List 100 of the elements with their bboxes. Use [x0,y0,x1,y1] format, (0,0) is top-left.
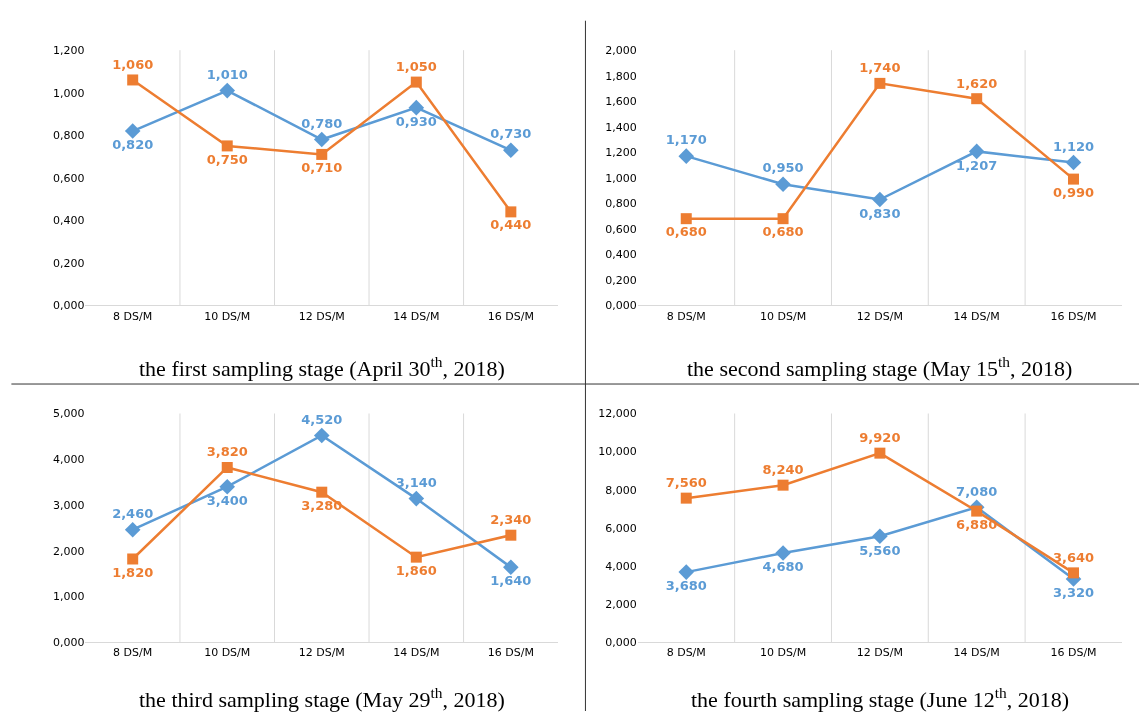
data-label: 0,680 [665,224,707,240]
point [313,427,330,444]
x-tick-label: 8 DS/M [113,646,153,660]
data-label: 1,640 [490,573,532,589]
point [874,447,886,459]
y-tick-label: 0,800 [52,129,85,143]
data-label: 0,710 [301,160,343,176]
data-label: 1,050 [395,58,437,74]
data-label: 1,170 [665,132,707,148]
point [221,140,233,152]
point [408,99,425,116]
x-tick-label: 14 DS/M [953,646,1000,660]
data-label: 5,560 [859,542,901,558]
point [503,142,519,158]
data-label: 1,820 [112,564,154,580]
point [316,486,328,498]
text: the first sampling stage (April 30$^{th}$, 2018) [139,353,505,382]
point [874,77,886,89]
y-tick-label: 0,800 [605,197,637,211]
data-label: 1,120 [1052,138,1095,154]
y-tick-label: 6,000 [605,521,637,535]
y-tick-label: 2,000 [52,544,85,558]
data-label: 3,320 [1052,585,1095,601]
data-label: 1,860 [395,562,437,578]
x-tick-label: 16 DS/M [487,646,534,660]
x-tick-label: 16 DS/M [1050,646,1097,660]
data-label: 0,730 [490,126,532,142]
x-tick-label: 14 DS/M [953,309,1000,323]
point [408,490,425,507]
data-label: 3,640 [1052,549,1095,565]
y-tick-label: 0,200 [605,273,637,287]
point [680,213,692,225]
point [678,148,695,164]
point [221,461,233,473]
text: the fourth sampling stage (June 12$^{th}$, 2018) [691,684,1069,713]
point [777,213,789,225]
x-tick-label: 14 DS/M [393,646,440,660]
data-label: 3,140 [395,474,437,490]
data-label: 7,560 [665,475,707,491]
data-label: 1,060 [112,56,154,72]
point [1065,154,1082,171]
y-tick-label: 2,000 [605,44,637,58]
point [505,529,517,541]
y-tick-label: 1,200 [605,146,637,160]
data-label: 0,680 [762,224,804,240]
data-label: 0,930 [395,113,437,129]
point [410,76,422,88]
data-label: 0,990 [1052,184,1095,200]
data-label: 8,240 [762,462,804,478]
point [775,545,791,561]
x-tick-label: 14 DS/M [393,309,440,323]
data-label: 6,880 [956,516,998,532]
point [1068,173,1080,185]
data-label: 0,780 [301,115,343,131]
point [313,131,330,148]
data-label: 1,740 [859,60,901,76]
y-tick-label: 0,000 [52,636,85,650]
x-tick-label: 10 DS/M [204,309,251,323]
y-tick-label: 0,400 [605,248,637,262]
y-tick-label: 4,000 [605,559,637,573]
point [680,492,692,504]
point [872,528,888,545]
y-tick-label: 5,000 [52,407,85,421]
data-label: 1,010 [206,66,248,82]
data-label: 1,207 [956,157,998,173]
x-tick-label: 10 DS/M [759,646,807,660]
x-tick-label: 8 DS/M [113,309,153,323]
point [775,176,791,193]
y-tick-label: 8,000 [605,483,637,497]
y-tick-label: 3,000 [52,498,85,512]
point [127,74,139,86]
y-tick-label: 1,400 [605,120,637,134]
data-label: 0,820 [112,137,154,153]
y-tick-label: 0,000 [605,299,637,313]
x-tick-label: 12 DS/M [298,309,345,323]
point [968,143,985,160]
point [777,479,789,491]
y-tick-label: 1,000 [52,86,85,100]
data-label: 4,680 [762,559,804,575]
data-label: 3,820 [206,444,248,460]
point [410,551,422,563]
y-tick-label: 0,600 [605,222,637,236]
x-tick-label: 12 DS/M [856,309,903,323]
point [124,521,141,538]
y-tick-label: 10,000 [598,445,637,459]
data-label: 2,340 [490,512,532,528]
point [678,564,695,580]
data-label: 9,920 [859,430,901,446]
y-tick-label: 0,000 [52,299,85,313]
point [219,82,236,99]
text: the second sampling stage (May 15$^{th}$, 2018) [687,353,1073,382]
data-label: 0,750 [206,151,248,167]
x-tick-label: 16 DS/M [1050,309,1097,323]
y-tick-label: 4,000 [52,453,85,467]
y-tick-label: 1,600 [605,95,637,109]
y-tick-label: 0,200 [52,256,85,270]
x-tick-label: 12 DS/M [298,646,345,660]
x-tick-label: 10 DS/M [204,646,251,660]
point [127,553,139,565]
y-tick-label: 0,000 [605,636,637,650]
